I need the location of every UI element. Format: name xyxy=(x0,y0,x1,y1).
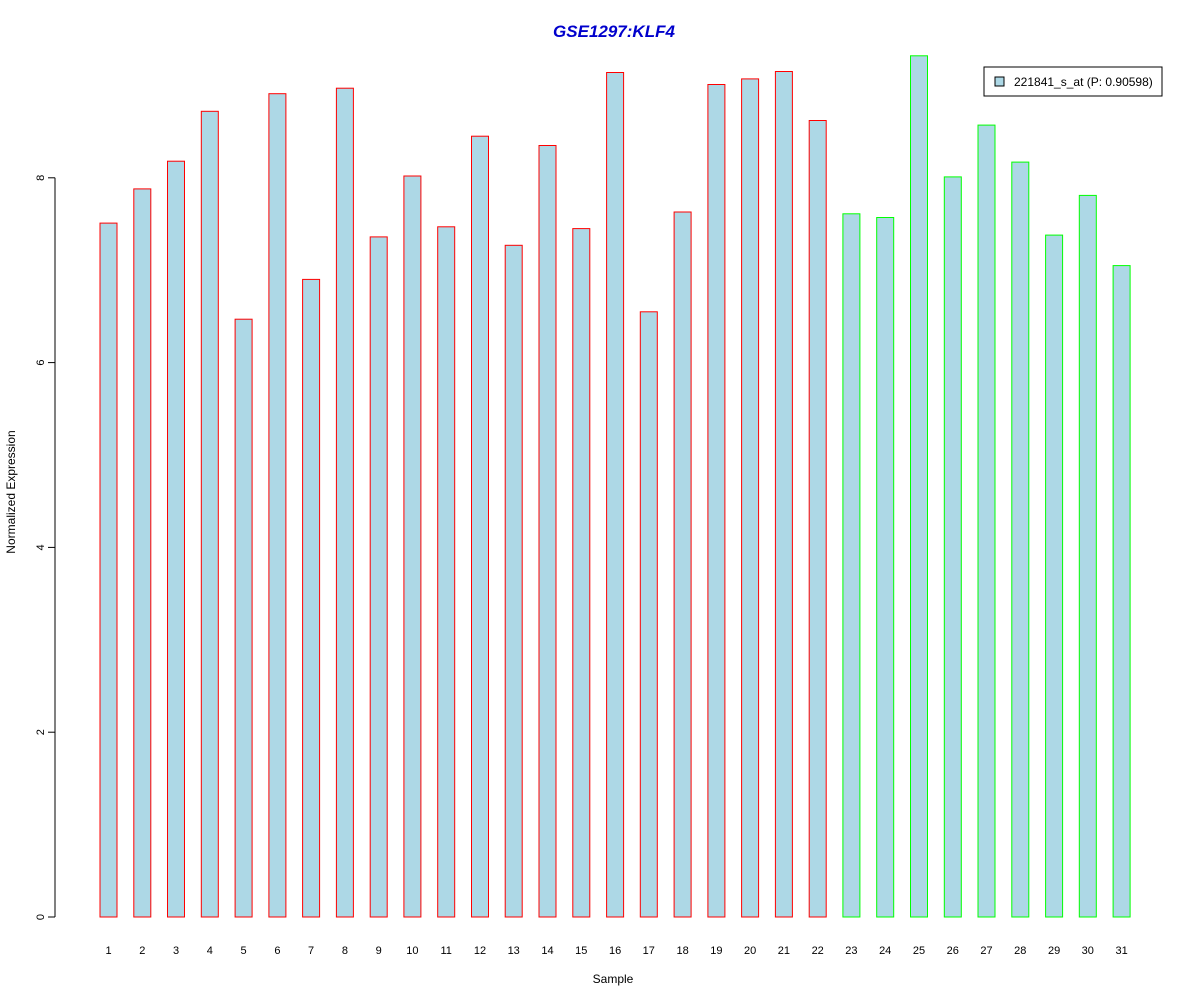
bar-sample-29 xyxy=(1045,234,1064,918)
x-tick-label: 30 xyxy=(1082,945,1094,957)
bar-sample-5 xyxy=(234,318,253,918)
bar-sample-22 xyxy=(808,120,827,918)
x-tick-label: 16 xyxy=(609,945,621,957)
bar-sample-1 xyxy=(99,222,118,918)
chart-title: GSE1297:KLF4 xyxy=(553,22,675,41)
bar-sample-13 xyxy=(504,244,523,918)
bar-sample-19 xyxy=(707,84,726,918)
bar-sample-30 xyxy=(1078,194,1097,918)
bar-sample-16 xyxy=(606,72,625,918)
bar-sample-2 xyxy=(133,188,152,918)
bar-sample-7 xyxy=(302,278,321,918)
x-tick-label: 8 xyxy=(342,945,348,957)
bar-sample-21 xyxy=(774,71,793,918)
x-tick-label: 10 xyxy=(406,945,418,957)
x-tick-label: 15 xyxy=(575,945,587,957)
x-tick-label: 11 xyxy=(440,945,451,957)
x-axis-label: Sample xyxy=(593,972,634,986)
y-tick-label: 0 xyxy=(35,914,47,920)
bar-sample-10 xyxy=(403,175,422,918)
x-tick-label: 3 xyxy=(173,945,179,957)
bar-sample-3 xyxy=(167,160,185,918)
legend: 221841_s_at (P: 0.90598) xyxy=(983,66,1163,97)
bar-sample-17 xyxy=(639,311,658,918)
x-tick-label: 13 xyxy=(508,945,520,957)
x-tick-label: 18 xyxy=(676,945,688,957)
x-tick-label: 20 xyxy=(744,945,756,957)
x-tick-labels: 1 2 3 4 5 6 7 8 9 10 11 12 13 14 15 16 17 18 19 20 21 22 23 24 2… xyxy=(105,945,1127,957)
x-tick-label: 26 xyxy=(947,945,959,957)
x-tick-label: 21 xyxy=(778,945,790,957)
bar-sample-4 xyxy=(200,110,219,918)
bar-sample-11 xyxy=(437,226,456,918)
x-tick-label: 7 xyxy=(308,945,314,957)
bar-sample-18 xyxy=(673,211,692,918)
bar-sample-25 xyxy=(910,55,928,918)
x-tick-label: 22 xyxy=(812,945,824,957)
bar-sample-20 xyxy=(741,78,760,918)
bar-sample-23 xyxy=(842,213,861,918)
bar-sample-14 xyxy=(538,145,557,918)
x-tick-label: 1 xyxy=(105,945,111,957)
y-tick-label: 8 xyxy=(35,175,47,181)
x-tick-label: 6 xyxy=(274,945,280,957)
bar-sample-27 xyxy=(977,124,996,918)
legend-label: 221841_s_at (P: 0.90598) xyxy=(1014,75,1153,89)
x-tick-label: 17 xyxy=(643,945,655,957)
legend-box xyxy=(983,66,1163,97)
bar-sample-24 xyxy=(876,217,895,918)
legend-swatch xyxy=(994,76,1005,87)
bar-sample-12 xyxy=(471,135,489,918)
y-tick-label: 6 xyxy=(35,360,47,366)
x-tick-label: 24 xyxy=(879,945,891,957)
x-tick-label: 5 xyxy=(241,945,247,957)
y-axis: 0 2 4 6 8 xyxy=(35,175,56,920)
x-tick-label: 12 xyxy=(474,945,486,957)
x-tick-label: 31 xyxy=(1115,945,1127,957)
bar-sample-8 xyxy=(335,87,354,918)
y-axis-label: Normalized Expression xyxy=(4,430,18,553)
x-tick-label: 28 xyxy=(1014,945,1026,957)
x-tick-label: 14 xyxy=(541,945,553,957)
x-tick-label: 4 xyxy=(207,945,213,957)
x-tick-label: 25 xyxy=(913,945,925,957)
bar-sample-31 xyxy=(1112,265,1131,918)
x-tick-label: 23 xyxy=(845,945,857,957)
x-tick-label: 27 xyxy=(980,945,992,957)
bar-sample-6 xyxy=(268,93,287,918)
x-tick-label: 9 xyxy=(376,945,382,957)
x-tick-label: 2 xyxy=(139,945,145,957)
bar-sample-9 xyxy=(369,236,388,918)
bars xyxy=(99,55,1131,918)
bar-sample-28 xyxy=(1011,161,1030,918)
x-tick-label: 29 xyxy=(1048,945,1060,957)
x-tick-label: 19 xyxy=(710,945,722,957)
bar-sample-26 xyxy=(943,176,962,918)
y-tick-label: 4 xyxy=(35,544,47,550)
bar-sample-15 xyxy=(572,228,591,918)
y-tick-label: 2 xyxy=(35,729,47,735)
